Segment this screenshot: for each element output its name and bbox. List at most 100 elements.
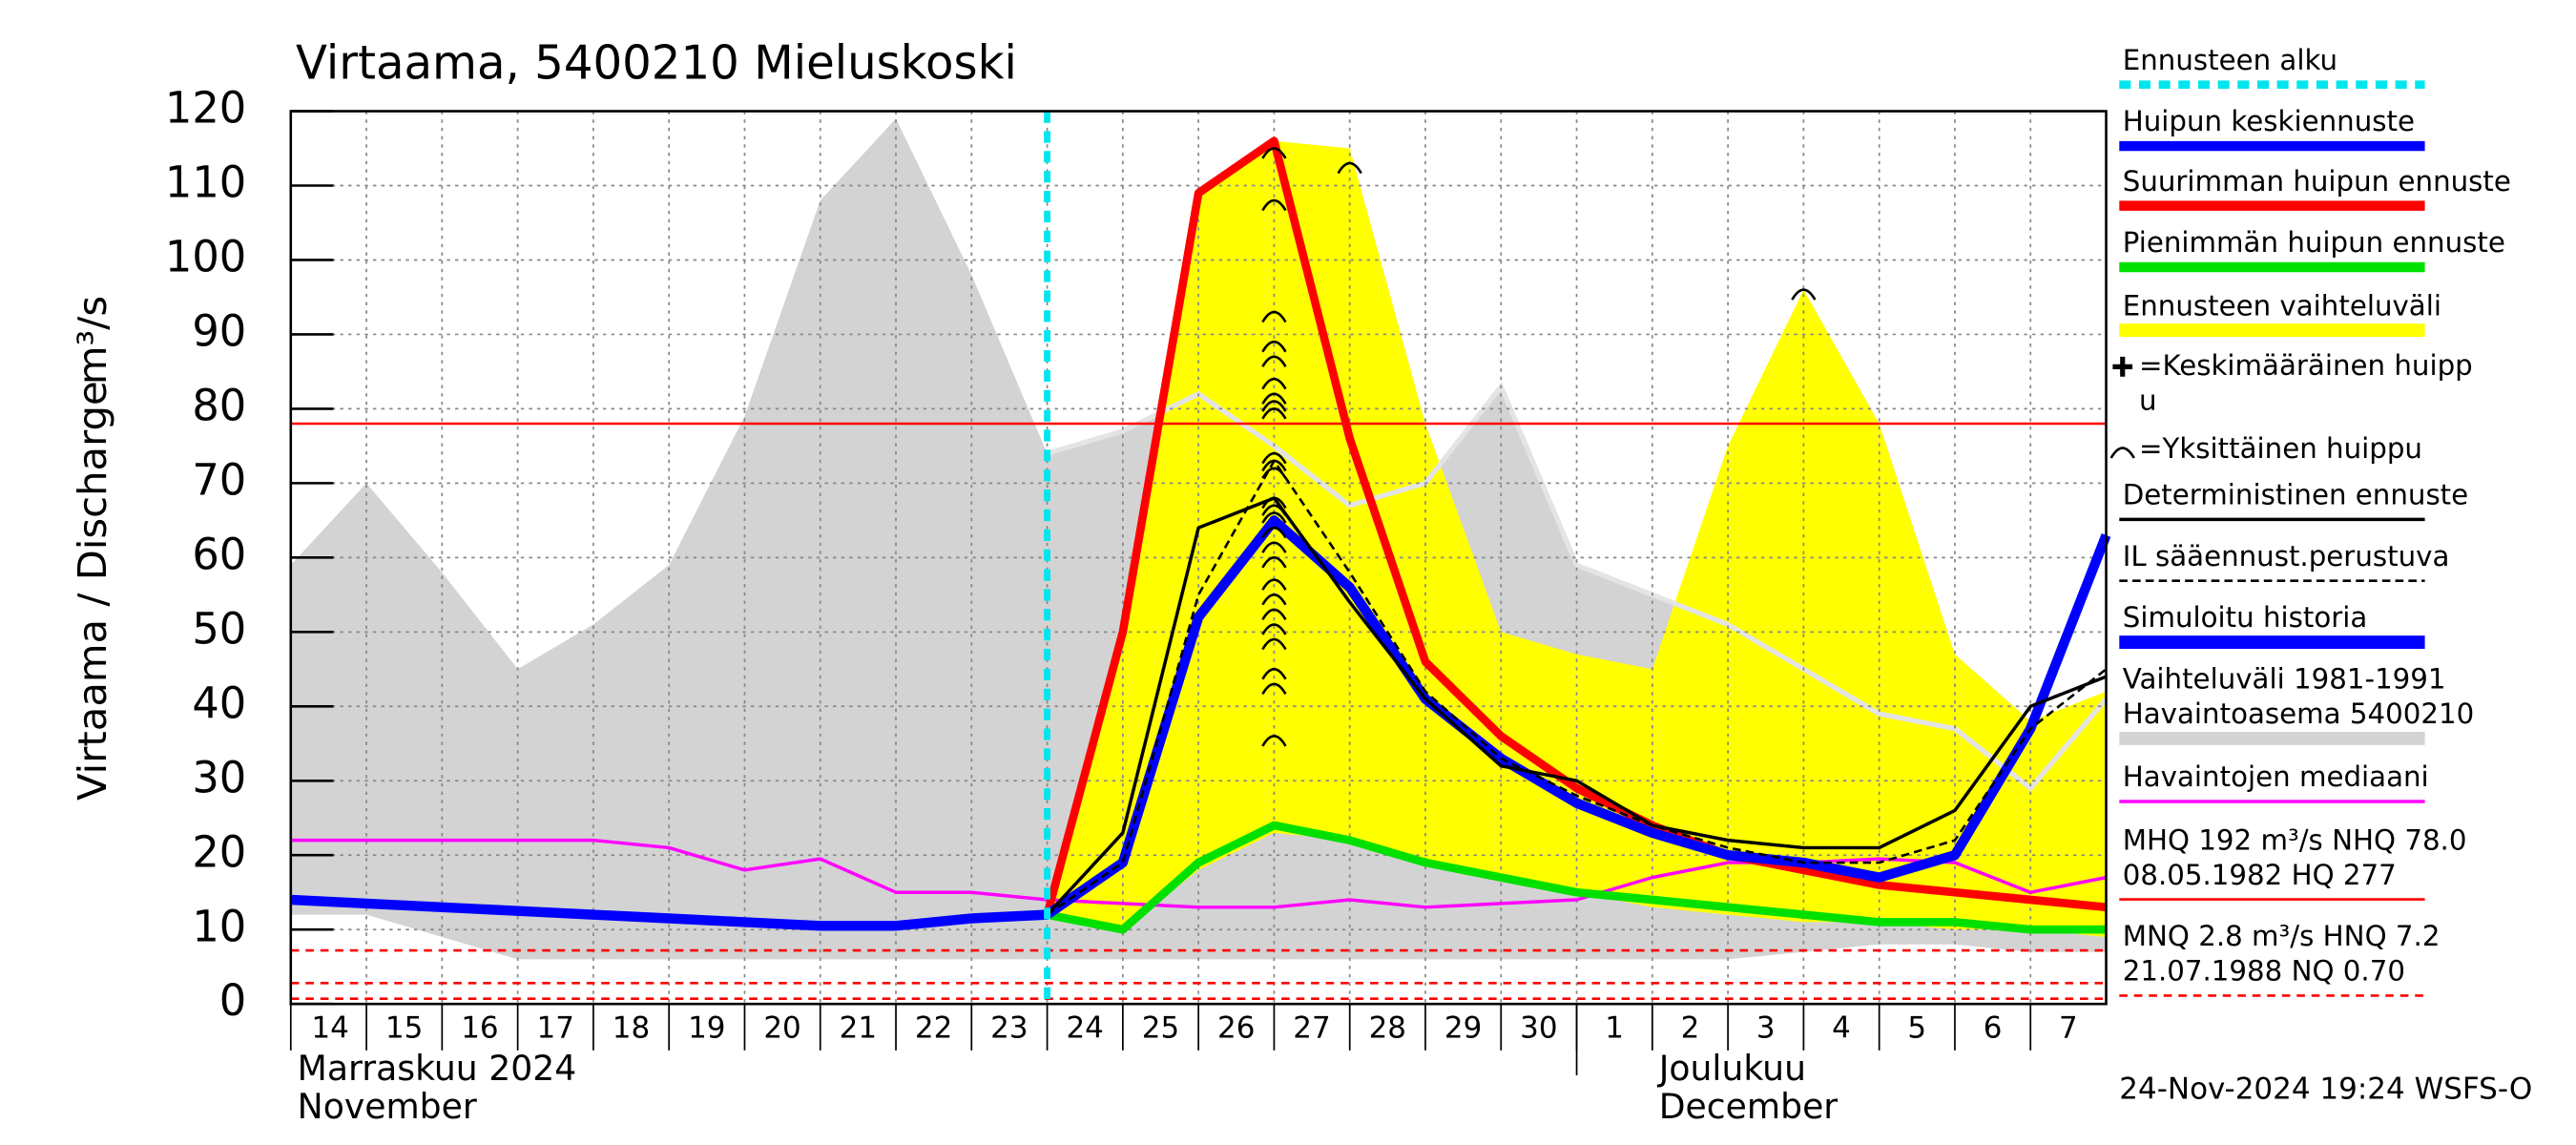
peak-marker: [1261, 682, 1287, 696]
timestamp: 24-Nov-2024 19:24 WSFS-O: [2119, 1072, 2532, 1107]
peak-marker: [1261, 407, 1287, 420]
peak-marker: [1261, 355, 1287, 367]
legend-label: MNQ 2.8 m³/s HNQ 7.2: [2123, 920, 2441, 952]
y-tick-label: 10: [192, 901, 246, 951]
peak-marker: [1261, 668, 1287, 680]
peak-marker: [1261, 147, 1287, 159]
legend-label: Havaintoasema 5400210: [2123, 697, 2474, 730]
range-band-outline: [1046, 381, 2109, 792]
x-tick-label: 15: [385, 1010, 423, 1045]
x-tick-label: 14: [311, 1010, 348, 1045]
legend-symbol: [2112, 356, 2133, 377]
x-tick-label: 30: [1520, 1010, 1557, 1045]
month-label: Joulukuu: [1657, 1048, 1806, 1089]
x-tick-label: 17: [537, 1010, 574, 1045]
legend-label: IL sääennust.perustuva: [2123, 540, 2450, 572]
peak-marker: [1261, 392, 1287, 405]
x-tick-label: 3: [1756, 1010, 1776, 1045]
peak-marker: [1261, 735, 1287, 747]
legend-label: Vaihteluväli 1981-1991: [2123, 662, 2446, 695]
x-tick-label: 1: [1605, 1010, 1624, 1045]
y-tick-label: 80: [192, 380, 246, 430]
peak-marker: [1261, 496, 1287, 510]
peak-marker: [1261, 459, 1287, 472]
range-band: [1047, 140, 2107, 938]
legend-label: Pienimmän huipun ennuste: [2123, 226, 2505, 259]
chart-title: Virtaama, 5400210 Mieluskoski: [296, 36, 1017, 90]
legend-symbol: [2109, 447, 2135, 459]
series-line: [1043, 136, 2107, 916]
month-label: Marraskuu 2024: [298, 1048, 577, 1089]
peak-marker: [1261, 556, 1287, 569]
peak-marker: [1261, 198, 1287, 212]
x-tick-label: 16: [461, 1010, 498, 1045]
legend-label: u: [2139, 384, 2157, 416]
y-tick-label: 70: [192, 454, 246, 505]
peak-marker: [1261, 593, 1287, 606]
x-tick-label: 29: [1444, 1010, 1482, 1045]
y-tick-label: 110: [165, 156, 246, 207]
x-tick-label: 26: [1217, 1010, 1255, 1045]
legend-label: =Yksittäinen huippu: [2139, 432, 2422, 465]
peak-marker: [1261, 623, 1287, 635]
series-line: [1046, 821, 2107, 934]
peak-marker: [1337, 161, 1362, 175]
x-tick-label: 22: [915, 1010, 952, 1045]
peak-marker: [1261, 541, 1287, 553]
peak-marker: [1261, 340, 1287, 353]
legend-label: 08.05.1982 HQ 277: [2123, 859, 2397, 891]
month-label: December: [1659, 1086, 1839, 1127]
legend-label: Suurimman huipun ennuste: [2123, 165, 2511, 198]
x-tick-label: 2: [1681, 1010, 1700, 1045]
y-tick-label: 0: [219, 975, 246, 1026]
y-axis-unit: m³/s: [69, 296, 115, 385]
y-tick-label: 50: [192, 603, 246, 654]
legend-label: Ennusteen alku: [2123, 44, 2337, 76]
peak-marker: [1261, 467, 1287, 479]
legend-label: Ennusteen vaihteluväli: [2123, 289, 2441, 322]
peak-marker: [1261, 310, 1287, 323]
x-tick-label: 18: [613, 1010, 650, 1045]
x-tick-label: 27: [1293, 1010, 1330, 1045]
legend-label: Huipun keskiennuste: [2123, 105, 2415, 137]
peak-marker: [1261, 578, 1287, 591]
peak-marker: [1261, 608, 1287, 621]
x-tick-label: 4: [1832, 1010, 1851, 1045]
x-tick-label: 23: [990, 1010, 1028, 1045]
y-axis-label: Virtaama / Discharge: [69, 381, 115, 801]
y-tick-label: 30: [192, 752, 246, 802]
x-tick-label: 21: [840, 1010, 877, 1045]
legend-label: MHQ 192 m³/s NHQ 78.0: [2123, 823, 2467, 856]
x-tick-label: 28: [1369, 1010, 1406, 1045]
peak-marker: [1261, 451, 1287, 465]
y-tick-label: 40: [192, 677, 246, 728]
peak-marker: [1261, 637, 1287, 651]
legend-label: Simuloitu historia: [2123, 601, 2368, 634]
x-tick-label: 7: [2059, 1010, 2078, 1045]
peak-marker: [1791, 288, 1817, 301]
legend-label: =Keskimääräinen huipp: [2139, 349, 2473, 382]
legend-label: Deterministinen ennuste: [2123, 478, 2468, 510]
y-tick-label: 90: [192, 305, 246, 356]
y-tick-label: 100: [165, 231, 246, 281]
peak-marker: [1261, 511, 1287, 524]
series-line: [1046, 459, 2108, 916]
y-tick-label: 20: [192, 826, 246, 877]
x-tick-label: 5: [1907, 1010, 1926, 1045]
x-tick-label: 6: [1984, 1010, 2003, 1045]
month-label: November: [298, 1086, 477, 1127]
peak-marker: [1261, 377, 1287, 390]
x-tick-label: 19: [688, 1010, 725, 1045]
x-tick-label: 20: [763, 1010, 800, 1045]
peak-marker: [1261, 504, 1287, 516]
x-tick-label: 25: [1142, 1010, 1179, 1045]
peak-marker: [1261, 526, 1287, 539]
legend-label: 21.07.1988 NQ 0.70: [2123, 955, 2405, 988]
x-tick-label: 24: [1066, 1010, 1103, 1045]
series-line: [1046, 496, 2108, 916]
peak-marker: [1261, 400, 1287, 412]
legend-label: Havaintojen mediaani: [2123, 760, 2429, 793]
y-tick-label: 120: [165, 82, 246, 133]
